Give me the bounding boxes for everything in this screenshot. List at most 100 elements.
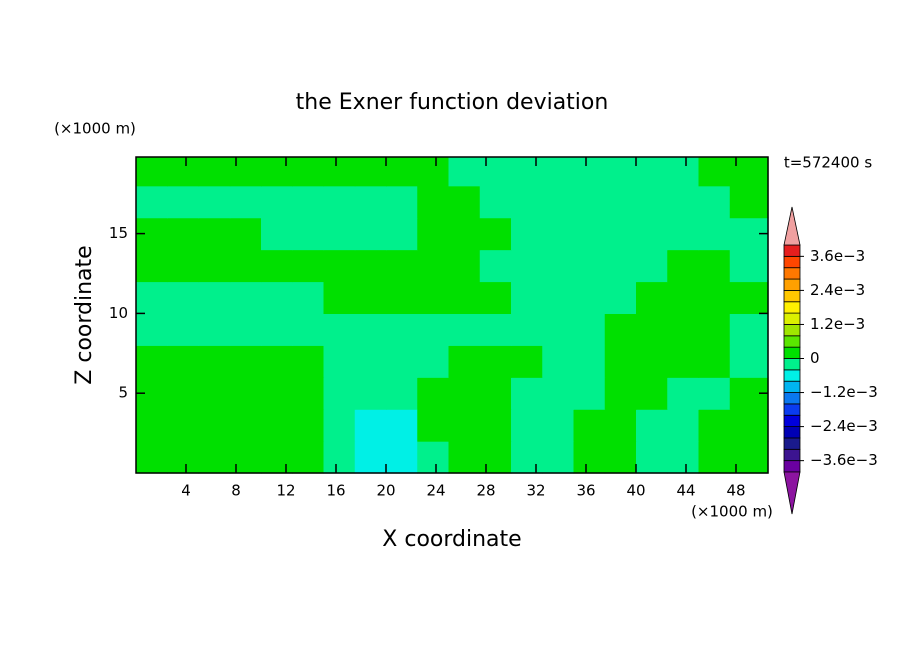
field-cell [323,409,356,442]
field-cell [323,281,356,315]
field-cell [417,217,450,251]
field-cell [729,345,769,378]
colorbar-box [783,312,801,325]
field-cell [417,409,450,442]
field-cell [386,377,418,410]
field-cell [479,313,512,346]
x-unit: (×1000 m) [691,503,773,521]
field-cell [667,345,700,378]
field-cell [604,157,637,187]
field-cell [542,249,575,283]
field-cell [636,185,668,219]
field-cell [354,409,387,442]
field-cell [261,217,293,251]
field-cell [511,377,543,410]
field-cell [198,249,231,283]
x-tick-label: 48 [726,482,745,500]
field-cell [448,377,481,410]
colorbar-box [783,267,801,280]
field-cell [667,377,700,410]
field-cell [323,249,356,283]
field-cell [136,157,168,187]
field-cell [698,217,731,251]
field-cell [604,377,637,410]
field [136,157,769,474]
field-cell [167,441,200,474]
x-tick-label: 40 [626,482,645,500]
field-cell [261,281,293,315]
field-cell [323,377,356,410]
field-cell [261,377,293,410]
field-cell [198,281,231,315]
field-cell [604,185,637,219]
field-cell [542,441,575,474]
field-cell [542,157,575,187]
field-cell [636,281,668,315]
field-cell [417,281,450,315]
field-cell [198,409,231,442]
field-cell [417,157,450,187]
x-tick-label: 28 [476,482,495,500]
field-cell [729,249,769,283]
field-cell [167,409,200,442]
y-tick-label: 10 [109,304,128,322]
field-cell [354,345,387,378]
field-cell [604,249,637,283]
field-cell [573,409,606,442]
field-cell [698,313,731,346]
field-cell [573,157,606,187]
field-cell [511,409,543,442]
field-cell [698,441,731,474]
x-tick-label: 44 [676,482,695,500]
colorbar-box [783,346,801,359]
x-tick-label: 8 [231,482,241,500]
field-cell [511,281,543,315]
field-cell [136,409,168,442]
field-cell [511,345,543,378]
field-cell [417,345,450,378]
x-tick-label: 12 [276,482,295,500]
field-cell [479,377,512,410]
colorbar-box [783,369,801,382]
field-cell [479,249,512,283]
field-cell [573,249,606,283]
field-cell [698,185,731,219]
field-cell [511,217,543,251]
field-cell [479,441,512,474]
field-cell [167,377,200,410]
field-cell [417,313,450,346]
colorbar-box [783,289,801,303]
field-cell [354,157,387,187]
field-cell [292,377,325,410]
field-cell [448,217,481,251]
field-cell [167,345,200,378]
field-cell [479,185,512,219]
x-tick-label: 4 [181,482,191,500]
field-cell [604,217,637,251]
field-cell [417,377,450,410]
field-cell [323,217,356,251]
field-cell [667,441,700,474]
field-cell [136,313,168,346]
field-cell [511,157,543,187]
field-cell [479,409,512,442]
field-cell [667,185,700,219]
field-cell [323,345,356,378]
chart-title: the Exner function deviation [296,90,609,115]
field-cell [636,313,668,346]
field-cell [417,249,450,283]
colorbar-tick-label: 2.4e−3 [810,281,865,299]
field-cell [167,249,200,283]
field-cell [261,157,293,187]
field-cell [448,281,481,315]
field-cell [261,441,293,474]
field-cell [604,313,637,346]
field-cell [417,441,450,474]
field-cell [136,345,168,378]
field-cell [479,217,512,251]
field-cell [261,249,293,283]
field-cell [573,185,606,219]
field-cell [636,217,668,251]
field-cell [511,249,543,283]
field-cell [354,281,387,315]
